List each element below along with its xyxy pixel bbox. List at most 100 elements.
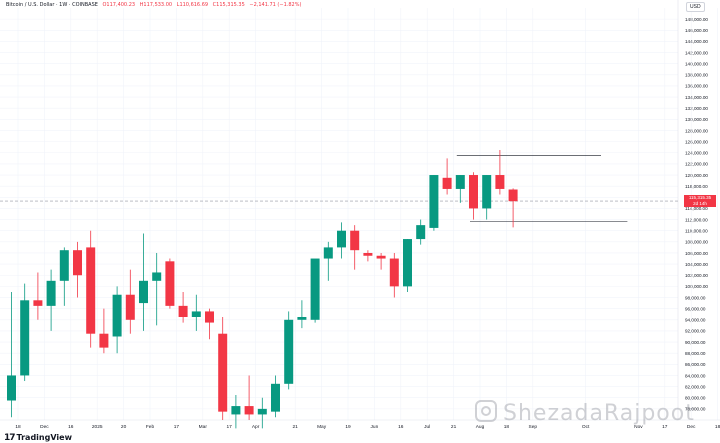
candle-body [508, 189, 518, 202]
y-tick-label: 120,000.00 [685, 173, 708, 178]
x-tick-label: Nov [634, 424, 643, 430]
y-tick-label: 112,000.00 [685, 217, 708, 222]
x-tick-label: Apr [252, 424, 260, 430]
x-tick-label: 17 [174, 424, 180, 430]
x-tick-label: Feb [146, 424, 155, 430]
candle-body [165, 261, 175, 306]
candle-body [257, 408, 267, 415]
watermark-text: ShezadaRajpoot [503, 401, 695, 426]
y-tick-label: 122,000.00 [685, 162, 708, 167]
y-tick-label: 144,000.00 [685, 39, 708, 44]
y-tick-label: 146,000.00 [685, 28, 708, 33]
symbol-name: Bitcoin / U.S. Dollar · 1W · COINBASE [6, 2, 98, 8]
candle-body [73, 250, 82, 276]
x-tick-label: 21 [293, 424, 299, 430]
x-tick-label: Jul [424, 424, 430, 430]
candle-body [416, 225, 426, 240]
x-tick-label: Mar [199, 424, 208, 430]
y-tick-label: 118,000.00 [685, 184, 708, 189]
candle-body [139, 280, 148, 304]
candle-body [59, 250, 69, 281]
candle-body [152, 272, 162, 281]
tradingview-logo[interactable]: 17 TradingView [4, 433, 72, 443]
tradingview-logo-text: TradingView [16, 433, 72, 442]
ohlc-low: L110,616.69 [176, 2, 209, 8]
y-tick-label: 82,000.00 [685, 384, 706, 389]
candle-body [350, 230, 360, 251]
candle-body [363, 252, 373, 256]
instagram-icon [475, 400, 497, 422]
y-tick-label: 114,000.00 [685, 206, 708, 211]
x-tick-label: Aug [476, 424, 485, 430]
candle-body [455, 175, 465, 189]
candle-body [231, 406, 241, 415]
symbol-header: Bitcoin / U.S. Dollar · 1W · COINBASE O1… [6, 2, 304, 8]
watermark: ShezadaRajpoot [475, 400, 695, 426]
y-tick-label: 92,000.00 [685, 329, 706, 334]
candle-body [429, 175, 439, 228]
x-tick-label: Dec [687, 424, 696, 430]
y-tick-label: 100,000.00 [685, 284, 708, 289]
candle-body [33, 300, 43, 306]
y-tick-label: 126,000.00 [685, 139, 708, 144]
y-tick-label: 132,000.00 [685, 106, 708, 111]
candle-body [271, 383, 280, 412]
x-tick-label: Oct [582, 424, 590, 430]
candle-body [495, 175, 505, 189]
y-tick-label: 130,000.00 [685, 117, 708, 122]
y-tick-label: 102,000.00 [685, 273, 708, 278]
ohlc-high: H117,533.00 [139, 2, 173, 8]
candle-body [297, 317, 307, 320]
candle-body [376, 255, 386, 259]
last-price-label: 115,315.35 [684, 195, 716, 202]
x-tick-label: 18 [715, 424, 720, 430]
x-tick-label: Dec [40, 424, 49, 430]
candle-body [20, 300, 30, 376]
x-tick-label: 18 [15, 424, 21, 430]
candle-body [403, 239, 412, 287]
x-tick-label: 16 [68, 424, 74, 430]
x-tick-label: 20 [121, 424, 127, 430]
ohlc-change: −2,141.71 (−1.82%) [249, 2, 302, 8]
candle-body [482, 175, 492, 209]
candle-body [178, 305, 188, 317]
currency-selector[interactable]: USD [686, 2, 705, 12]
y-tick-label: 96,000.00 [685, 306, 706, 311]
countdown-label: 2d 14h [684, 201, 716, 208]
y-tick-label: 90,000.00 [685, 340, 706, 345]
y-tick-label: 86,000.00 [685, 362, 706, 367]
candle-body [284, 319, 294, 384]
x-tick-label: 19 [345, 424, 351, 430]
y-tick-label: 94,000.00 [685, 318, 706, 323]
y-tick-label: 128,000.00 [685, 128, 708, 133]
candle-body [389, 258, 399, 287]
candle-body [125, 294, 135, 320]
x-tick-label: 16 [398, 424, 404, 430]
y-tick-label: 134,000.00 [685, 95, 708, 100]
y-tick-label: 108,000.00 [685, 240, 708, 245]
x-tick-label: May [317, 424, 327, 430]
y-tick-label: 88,000.00 [685, 351, 706, 356]
candle-body [112, 294, 122, 337]
y-tick-label: 80,000.00 [685, 396, 706, 401]
candle-body [442, 177, 452, 189]
candle-body [469, 175, 478, 209]
ohlc-close: C115,315.35 [212, 2, 245, 8]
x-tick-label: 18 [504, 424, 510, 430]
candle-body [205, 311, 214, 323]
candle-body [244, 406, 254, 415]
candle-body [99, 333, 109, 348]
y-tick-label: 104,000.00 [685, 262, 708, 267]
x-tick-label: 2025 [92, 424, 103, 430]
ohlc-open: O117,400.23 [102, 2, 136, 8]
candle-body [218, 333, 228, 412]
candle-body [323, 247, 333, 259]
y-tick-label: 140,000.00 [685, 61, 708, 66]
candle-body [337, 230, 346, 248]
y-tick-label: 148,000.00 [685, 17, 708, 22]
candle-body [310, 258, 320, 320]
tradingview-logo-mark: 17 [4, 433, 15, 443]
x-tick-label: Jun [371, 424, 379, 430]
x-tick-label: 21 [451, 424, 457, 430]
